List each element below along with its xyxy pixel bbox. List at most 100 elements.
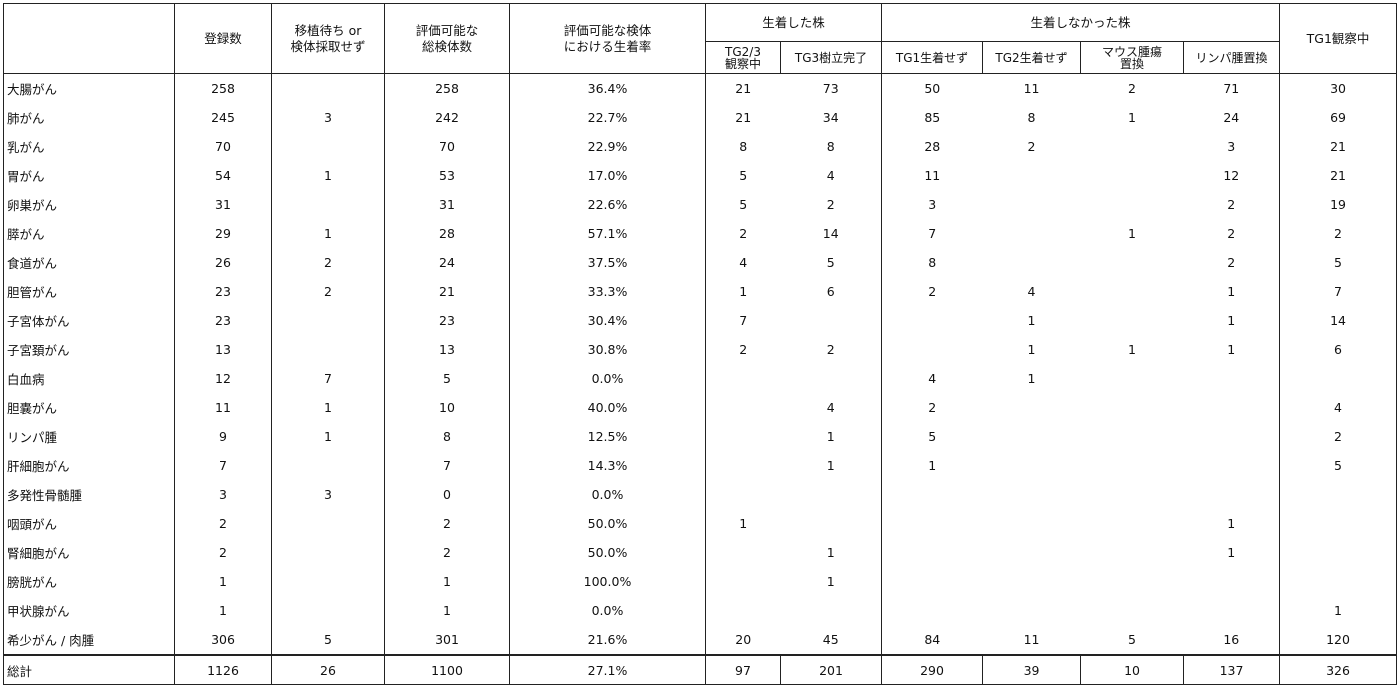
tg1-observing-count — [1279, 538, 1398, 567]
tg2-not-engrafted-count — [983, 393, 1081, 422]
mouse-replacement-count: 5 — [1080, 625, 1184, 656]
tg2-not-engrafted-count — [983, 248, 1081, 277]
table-row: 胆管がん 23 2 21 33.3% 1 6 2 4 1 7 — [3, 277, 1398, 306]
engraftment-rate: 50.0% — [509, 509, 706, 538]
disease-name: 子宮体がん — [3, 306, 175, 335]
tg2-not-engrafted-count — [983, 422, 1081, 451]
table-row: 胃がん 54 1 53 17.0% 5 4 11 12 21 — [3, 161, 1398, 190]
tg23-observing-count — [706, 567, 781, 596]
table-row: 膀胱がん 1 1 100.0% 1 — [3, 567, 1398, 596]
waiting-count: 1 — [271, 393, 385, 422]
header-tg1-observing: TG1観察中 — [1279, 3, 1398, 74]
engraftment-rate: 0.0% — [509, 596, 706, 625]
registered-count: 13 — [174, 335, 272, 364]
table-row: 咽頭がん 2 2 50.0% 1 1 — [3, 509, 1398, 538]
disease-name: 胆管がん — [3, 277, 175, 306]
lymphoma-replacement-count: 1 — [1183, 306, 1281, 335]
table-row: 食道がん 26 2 24 37.5% 4 5 8 2 5 — [3, 248, 1398, 277]
disease-name: 乳がん — [3, 132, 175, 161]
total-evaluable: 1100 — [384, 654, 510, 685]
disease-name: 咽頭がん — [3, 509, 175, 538]
table-header: 登録数 移植待ち or 検体採取せず 評価可能な 総検体数 評価可能な検体 にお… — [3, 3, 1398, 74]
tg3-established-count: 14 — [780, 219, 883, 248]
header-mouse-line2: 置換 — [1120, 56, 1145, 71]
header-mouse-line1: マウス腫瘍 — [1102, 44, 1163, 59]
mouse-replacement-count — [1081, 161, 1184, 190]
engraftment-rate: 22.9% — [509, 132, 706, 161]
lymphoma-replacement-count — [1183, 422, 1281, 451]
tg2-not-engrafted-count: 1 — [1027, 371, 1036, 386]
evaluable-count: 5 — [384, 364, 510, 393]
header-tg3-established: TG3樹立完了 — [779, 41, 883, 74]
tg23-observing-count: 8 — [739, 139, 748, 154]
tg1-observing-count — [1279, 364, 1398, 393]
tg1-not-engrafted-count: 7 — [928, 226, 937, 241]
registered-count: 1 — [174, 596, 272, 625]
tg3-established-count: 34 — [780, 103, 883, 132]
registered-count: 11 — [174, 393, 272, 422]
tg1-not-engrafted-count: 28 — [924, 139, 941, 154]
header-evaluable: 評価可能な 総検体数 — [384, 3, 510, 74]
tg23-observing-count — [706, 451, 781, 480]
tg23-observing-count: 2 — [739, 342, 748, 357]
tg23-observing-count — [706, 596, 781, 625]
disease-name: 大腸がん — [3, 73, 175, 103]
registered-count: 23 — [174, 306, 272, 335]
evaluable-count: 24 — [384, 248, 510, 277]
waiting-count: 5 — [271, 625, 385, 656]
evaluable-count: 8 — [384, 422, 510, 451]
mouse-replacement-count — [1081, 509, 1184, 538]
waiting-count — [271, 73, 385, 103]
registered-count: 9 — [174, 422, 272, 451]
header-rate: 評価可能な検体 における生着率 — [509, 3, 706, 74]
total-mouse-replacement: 10 — [1080, 654, 1185, 685]
header-tg23-line1: TG2/3 — [725, 44, 761, 59]
evaluable-count: 301 — [384, 625, 510, 656]
registered-count: 54 — [174, 161, 272, 190]
lymphoma-replacement-count: 1 — [1183, 509, 1281, 538]
header-waiting-line1: 移植待ち or — [294, 22, 362, 38]
tg1-observing-count: 21 — [1279, 132, 1398, 161]
registered-count: 7 — [174, 451, 272, 480]
total-tg3-established: 201 — [779, 654, 883, 685]
total-row: 総計 1126 26 1100 27.1% 97 201 290 39 10 1… — [3, 654, 1398, 685]
header-tg2-not-engrafted: TG2生着せず — [982, 41, 1082, 74]
tg1-not-engrafted-count — [882, 567, 983, 596]
waiting-count — [271, 190, 385, 219]
disease-name: 胃がん — [3, 161, 175, 190]
tg23-observing-count: 5 — [739, 197, 748, 212]
waiting-count — [271, 306, 385, 335]
engraftment-rate: 0.0% — [509, 480, 706, 509]
registered-count: 12 — [174, 364, 272, 393]
waiting-count: 7 — [271, 364, 385, 393]
tg3-established-count — [780, 480, 883, 509]
lymphoma-replacement-count: 16 — [1183, 625, 1281, 656]
waiting-count: 1 — [271, 161, 385, 190]
lymphoma-replacement-count: 1 — [1183, 538, 1281, 567]
evaluable-count: 23 — [384, 306, 510, 335]
registered-count: 245 — [174, 103, 272, 132]
tg2-not-engrafted-count — [983, 509, 1081, 538]
total-label: 総計 — [3, 654, 175, 685]
tg1-observing-count: 5 — [1279, 451, 1398, 480]
tg1-observing-count: 21 — [1279, 161, 1398, 190]
header-tg23-line2: 観察中 — [724, 56, 761, 71]
mouse-replacement-count — [1081, 451, 1184, 480]
lymphoma-replacement-count: 1 — [1183, 335, 1281, 364]
engraftment-rate: 0.0% — [509, 364, 706, 393]
header-lymphoma-replacement: リンパ腫置換 — [1183, 41, 1281, 74]
engraftment-rate: 50.0% — [509, 538, 706, 567]
mouse-replacement-count: 1 — [1128, 226, 1136, 241]
mouse-replacement-count — [1081, 422, 1184, 451]
registered-count: 26 — [174, 248, 272, 277]
registered-count: 29 — [174, 219, 272, 248]
tg1-observing-count: 1 — [1279, 596, 1398, 625]
tg2-not-engrafted-count — [983, 538, 1081, 567]
header-rate-line2: における生着率 — [563, 38, 652, 54]
engraftment-rate: 57.1% — [509, 219, 706, 248]
registered-count: 23 — [174, 277, 272, 306]
engraftment-rate: 37.5% — [509, 248, 706, 277]
header-evaluable-line2: 総検体数 — [421, 38, 472, 54]
tg2-not-engrafted-count: 11 — [982, 625, 1081, 656]
disease-name: 腎細胞がん — [3, 538, 175, 567]
